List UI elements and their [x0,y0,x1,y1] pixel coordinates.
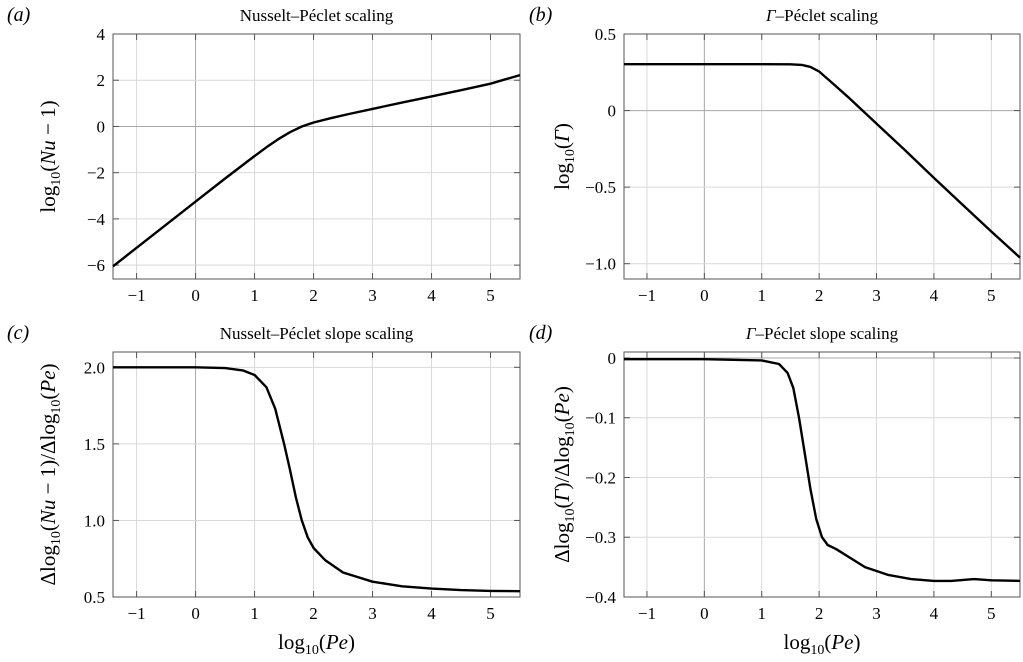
panel-b: −1 0 1 2 3 4 5 −1.0 −0.5 0 0.5 Γ–Péclet scaling (b) l… [529,4,1021,305]
panel-a: −1 0 1 2 3 4 5 −6 −4 −2 0 2 4 Nusselt–Péclet scaling (… [7,4,521,305]
x-tick-label: 0 [191,286,200,305]
panel-title: Γ–Péclet scaling [765,6,879,25]
data-curve [112,73,521,268]
x-tick-label: 2 [815,286,824,305]
x-tick-label: 4 [930,286,939,305]
x-tick-label: 0 [700,286,709,305]
x-axis-label: log10(Pe) [278,630,355,658]
x-tick-label: 0 [191,604,200,623]
plot-frame [112,33,521,280]
y-tick-label: −0.4 [585,588,616,607]
plot-frame [623,351,1021,598]
y-tick-label: 1.5 [84,435,105,454]
panel-label: (d) [529,322,553,344]
x-tick-label: 3 [872,286,881,305]
y-tick-label: 0 [97,117,106,136]
x-tick-label: 5 [987,286,996,305]
x-tick-label: −1 [128,286,146,305]
y-tick-label: 0 [608,349,617,368]
x-tick-label: 2 [309,286,318,305]
x-tick-label: 0 [700,604,709,623]
data-curve [113,366,521,593]
x-tick-label: 2 [815,604,824,623]
y-tick-label: 4 [97,25,106,44]
y-tick-label: −0.3 [585,528,616,547]
x-tick-label: 1 [250,604,259,623]
y-tick-label: −1.0 [585,255,616,274]
y-tick-label: −0.2 [585,468,616,487]
y-tick-label: 0.5 [84,588,105,607]
x-tick-label: 3 [368,604,377,623]
x-tick-label: −1 [638,604,656,623]
y-tick-label: −2 [87,164,105,183]
x-tick-label: 5 [486,286,495,305]
x-tick-label: 4 [930,604,939,623]
data-curve [624,358,1021,583]
y-tick-label: 2 [97,71,106,90]
panel-c: −1 0 1 2 3 4 5 0.5 1.0 1.5 2.0 Nusselt–Péclet slope… [7,322,521,658]
y-tick-label: 0.5 [595,25,616,44]
x-tick-label: 1 [250,286,259,305]
y-tick-label: −0.5 [585,178,616,197]
plot-frame [112,351,521,598]
y-tick-label: 1.0 [84,511,105,530]
x-tick-label: 4 [427,604,436,623]
plot-frame [623,33,1021,280]
x-tick-label: 1 [757,286,766,305]
y-axis-label: log10(Nu − 1) [36,100,64,212]
x-tick-label: −1 [638,286,656,305]
x-tick-label: −1 [128,604,146,623]
panel-title: Nusselt–Péclet slope scaling [220,324,414,343]
y-axis-label: log10(Γ) [550,123,578,190]
y-tick-label: −6 [87,256,105,275]
y-tick-label: −0.1 [585,409,616,428]
panel-label: (b) [529,4,553,26]
y-tick-label: −4 [87,210,106,229]
y-axis-label: Δlog10(Γ)/Δlog10(Pe) [550,386,578,563]
x-tick-label: 5 [987,604,996,623]
panel-d: −1 0 1 2 3 4 5 −0.4 −0.3 −0.2 −0.1 0 Γ–Péclet slope … [529,322,1021,658]
data-curve [624,62,1021,259]
panel-label: (c) [7,322,30,344]
y-tick-label: 0 [608,102,617,121]
x-tick-label: 5 [486,604,495,623]
x-tick-label: 3 [368,286,377,305]
y-tick-label: 2.0 [84,358,105,377]
x-axis-label: log10(Pe) [784,630,861,658]
x-tick-label: 3 [872,604,881,623]
x-tick-label: 2 [309,604,318,623]
x-tick-label: 1 [757,604,766,623]
y-axis-label: Δlog10(Nu − 1)/Δlog10(Pe) [36,363,64,585]
panel-label: (a) [7,4,31,26]
panel-title: Nusselt–Péclet scaling [240,6,394,25]
panel-title: Γ–Péclet slope scaling [745,324,899,343]
x-tick-label: 4 [427,286,436,305]
